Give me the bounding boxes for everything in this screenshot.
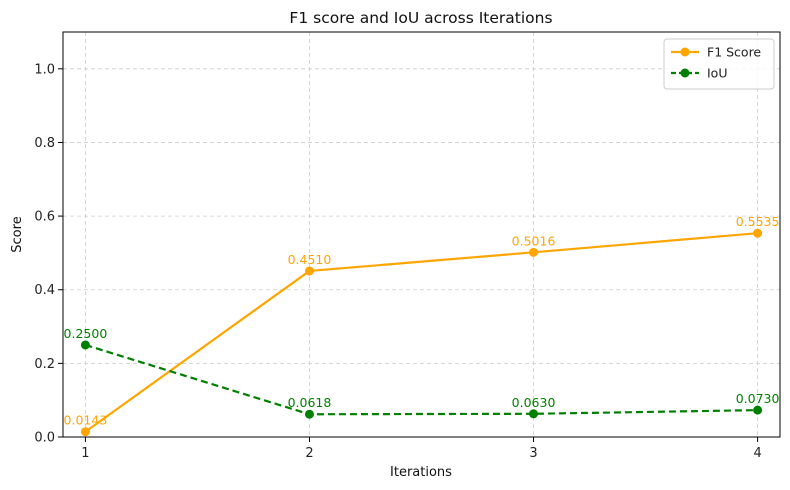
plot-frame [62, 31, 781, 438]
y-tick-label: 0.6 [34, 210, 55, 225]
data-label-f1-score: 0.4510 [288, 252, 332, 267]
legend-marker-iou [680, 68, 690, 78]
legend-label-iou: IoU [707, 66, 727, 81]
series-line-iou [85, 343, 758, 416]
x-tick-label: 2 [305, 446, 313, 461]
y-tick-label: 0.8 [34, 136, 55, 151]
chart-title: F1 score and IoU across Iterations [289, 9, 552, 27]
legend-marker-f1-score [680, 47, 690, 57]
data-point-iou [304, 409, 314, 419]
x-tick-label: 1 [81, 446, 89, 461]
data-label-f1-score: 0.5016 [512, 233, 556, 248]
legend-label-f1-score: F1 Score [707, 45, 761, 60]
series-layer: 0.0143 0.4510 0.5016 0.5535 0.2500 0.0618 0.06… [64, 214, 780, 437]
x-tick-label: 4 [753, 446, 761, 461]
data-point-f1-score [753, 228, 763, 238]
y-tick-label: 0.2 [34, 357, 55, 372]
legend: F1 Score IoU [663, 38, 775, 90]
data-label-f1-score: 0.0143 [64, 413, 108, 428]
data-label-f1-score: 0.5535 [736, 214, 780, 229]
data-point-iou [529, 409, 539, 419]
data-point-iou [753, 405, 763, 415]
data-label-iou: 0.0630 [512, 395, 556, 410]
data-label-iou: 0.2500 [64, 326, 108, 341]
y-tick-label: 0.4 [34, 283, 55, 298]
legend-entries: F1 Score IoU [671, 45, 761, 81]
data-label-iou: 0.0618 [288, 395, 332, 410]
y-tick-label: 0.0 [34, 431, 55, 446]
data-label-iou: 0.0730 [736, 391, 780, 406]
x-tick-label: 3 [529, 446, 537, 461]
data-point-f1-score [80, 427, 90, 437]
y-axis-title: Score [10, 216, 25, 252]
x-axis-title: Iterations [390, 465, 452, 480]
series-line-f1-score [84, 232, 758, 433]
data-point-f1-score [304, 266, 314, 276]
axes: 1 2 3 4 0.0 0.2 0.4 0.6 0.8 1.0 [34, 62, 761, 461]
y-tick-label: 1.0 [34, 62, 55, 77]
data-point-iou [80, 340, 90, 350]
data-point-f1-score [529, 247, 539, 257]
